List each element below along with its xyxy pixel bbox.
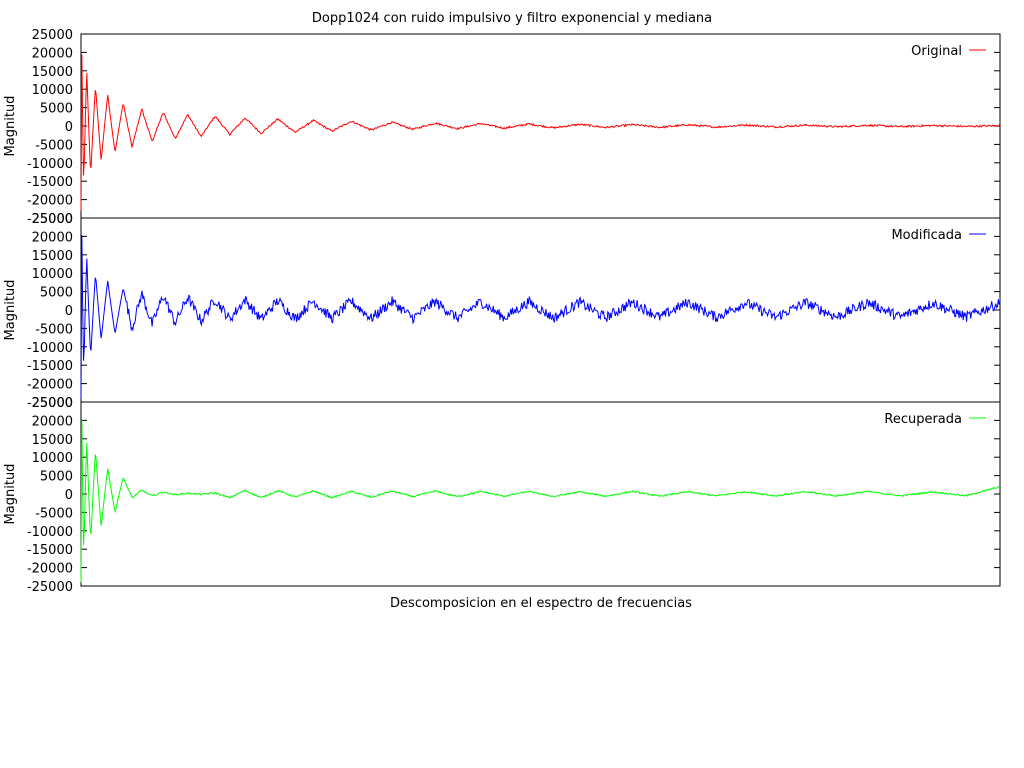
y-tick-label: -10000 — [27, 157, 73, 172]
legend-label: Recuperada — [884, 412, 962, 427]
y-tick-label: -10000 — [27, 525, 73, 540]
y-tick-label: -5000 — [35, 506, 73, 521]
y-tick-label: -25000 — [27, 212, 73, 227]
chart-title: Dopp1024 con ruido impulsivo y filtro ex… — [312, 11, 712, 26]
y-axis-label: Magnitud — [3, 464, 18, 525]
chart-panels: 25000 20000 15000 10000 5000 0 -5000 -10000 -150… — [3, 28, 1001, 595]
y-tick-label: -5000 — [35, 322, 73, 337]
y-tick-label: -15000 — [27, 359, 73, 374]
x-axis-label: Descomposicion en el espectro de frecuen… — [390, 596, 692, 611]
y-tick-label: -20000 — [27, 562, 73, 577]
y-tick-label: 5000 — [40, 102, 73, 117]
plot-frame — [80, 217, 1001, 403]
y-tick-label: -10000 — [27, 341, 73, 356]
panel-2: 25000 20000 15000 10000 5000 0 -5000 -10000 -150… — [3, 212, 1001, 411]
y-tick-label: -15000 — [27, 543, 73, 558]
y-tick-label: 10000 — [32, 83, 73, 98]
panel-3: 25000 20000 15000 10000 5000 0 -5000 -10000 -150… — [3, 396, 1001, 595]
panel-1: 25000 20000 15000 10000 5000 0 -5000 -10000 -150… — [3, 28, 1001, 227]
y-axis-label: Magnitud — [3, 280, 18, 341]
y-tick-label: 10000 — [32, 451, 73, 466]
legend-label: Modificada — [891, 228, 962, 243]
y-tick-label: 25000 — [32, 28, 73, 43]
y-tick-label: 15000 — [32, 65, 73, 80]
legend-label: Original — [911, 44, 962, 59]
y-tick-label: -5000 — [35, 138, 73, 153]
y-tick-label: -25000 — [27, 396, 73, 411]
y-tick-label: 5000 — [40, 470, 73, 485]
y-tick-label: 20000 — [32, 230, 73, 245]
y-tick-label: 0 — [65, 120, 73, 135]
y-tick-label: 20000 — [32, 46, 73, 61]
y-tick-label: 0 — [65, 488, 73, 503]
y-tick-label: 20000 — [32, 414, 73, 429]
series-line-original — [80, 54, 1001, 211]
y-tick-label: 25000 — [32, 212, 73, 227]
y-tick-label: 10000 — [32, 267, 73, 282]
y-axis-label: Magnitud — [3, 96, 18, 157]
y-tick-label: 5000 — [40, 286, 73, 301]
y-tick-label: 25000 — [32, 396, 73, 411]
y-tick-label: -25000 — [27, 580, 73, 595]
y-tick-label: 0 — [65, 304, 73, 319]
series-line-modificada — [80, 235, 1001, 399]
y-tick-label: -20000 — [27, 194, 73, 209]
y-tick-label: 15000 — [32, 249, 73, 264]
y-tick-label: 15000 — [32, 433, 73, 448]
y-tick-label: -20000 — [27, 378, 73, 393]
y-tick-label: -15000 — [27, 175, 73, 190]
series-line-recuperada — [80, 419, 1001, 583]
